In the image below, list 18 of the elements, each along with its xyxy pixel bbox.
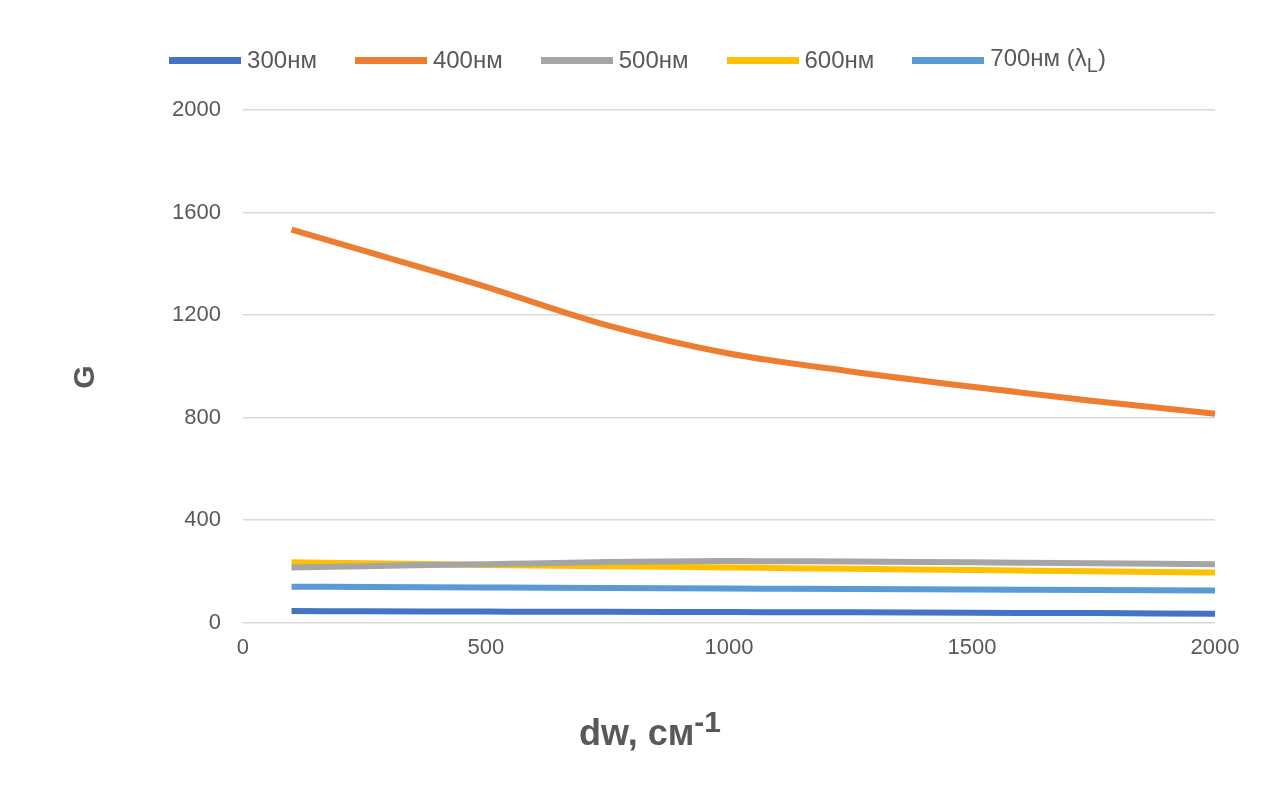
legend-label: 600нм: [804, 46, 875, 75]
y-tick-label: 0: [208, 608, 221, 634]
x-tick-label: 1000: [704, 633, 754, 659]
x-axis-title: dw, см$^{-1}$: [578, 705, 722, 754]
legend-label: 300нм: [247, 46, 317, 75]
x-tick-label: 1500: [947, 633, 997, 659]
y-axis-title: G: [66, 365, 101, 389]
x-tick-label: 0: [236, 633, 250, 659]
y-tick-label: 800: [184, 403, 221, 429]
y-tick-label: 2000: [171, 96, 221, 122]
y-tick-label: 400: [184, 506, 221, 532]
x-tick-label: 2000: [1190, 633, 1240, 659]
legend-label: 700нм (λ$_{L}$): [990, 44, 1106, 77]
legend-label: 500нм: [618, 46, 689, 75]
legend-label: 400нм: [432, 46, 503, 75]
x-tick-label: 500: [467, 633, 505, 659]
y-tick-label: 1200: [171, 301, 221, 327]
y-tick-label: 1600: [171, 198, 221, 224]
